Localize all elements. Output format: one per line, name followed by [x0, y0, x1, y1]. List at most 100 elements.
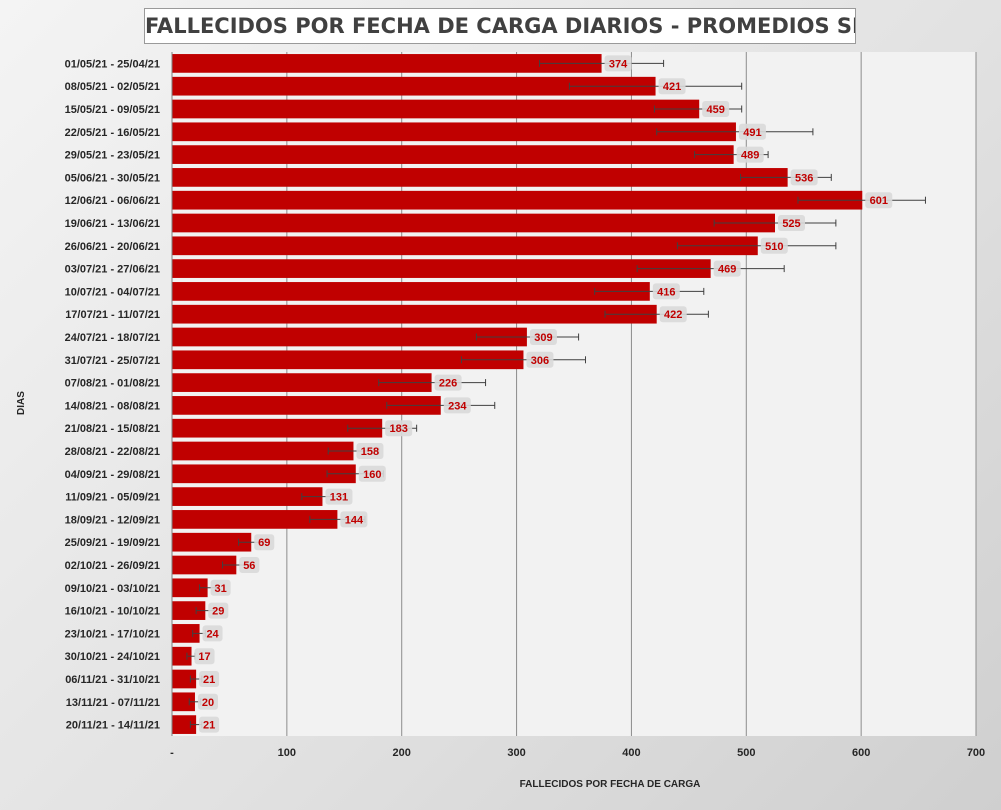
bar — [172, 282, 650, 301]
bar — [172, 510, 338, 529]
data-label: 459 — [707, 104, 725, 116]
category-label: 14/08/21 - 08/08/21 — [65, 400, 160, 412]
data-label: 21 — [203, 674, 215, 686]
category-label: 19/06/21 - 13/06/21 — [65, 218, 160, 230]
data-label: 536 — [795, 172, 813, 184]
bar — [172, 578, 208, 598]
bar — [172, 441, 354, 461]
category-label: 28/08/21 - 22/08/21 — [65, 446, 160, 458]
data-label-bg — [197, 693, 218, 710]
data-label-bg — [702, 101, 730, 117]
bar — [172, 122, 736, 142]
category-label: 24/07/21 - 18/07/21 — [65, 332, 160, 344]
category-label: 02/10/21 - 26/09/21 — [65, 560, 160, 572]
x-tick-label: 300 — [507, 747, 525, 759]
data-label-bg — [604, 55, 632, 72]
bar — [172, 601, 206, 620]
bar — [172, 259, 711, 278]
data-label: 525 — [782, 218, 800, 230]
bar — [172, 669, 197, 689]
data-label: 374 — [609, 58, 628, 70]
data-label-bg — [199, 671, 220, 687]
bar — [172, 213, 775, 233]
data-label: 422 — [664, 309, 682, 321]
category-label: 10/07/21 - 04/07/21 — [65, 286, 160, 298]
gridlines — [286, 52, 977, 736]
category-label: 06/11/21 - 31/10/21 — [65, 674, 160, 686]
category-label: 12/06/21 - 06/06/21 — [65, 195, 160, 207]
chart-title: FALLECIDOS POR FECHA DE CARGA DIARIOS - … — [144, 8, 856, 44]
category-label: 20/11/21 - 14/11/21 — [66, 720, 160, 732]
data-label: 21 — [203, 720, 215, 732]
data-label-bg — [526, 351, 554, 368]
data-label: 416 — [657, 286, 675, 298]
category-label: 05/06/21 - 30/05/21 — [65, 172, 160, 184]
data-label-bg — [385, 420, 413, 437]
data-label-bg — [760, 237, 788, 254]
data-label-bg — [208, 602, 229, 619]
bar — [172, 236, 758, 256]
bar — [172, 646, 192, 666]
x-axis-title: FALLECIDOS POR FECHA DE CARGA — [520, 779, 701, 790]
category-label: 21/08/21 - 15/08/21 — [65, 423, 160, 435]
data-label: 158 — [361, 446, 379, 458]
data-label: 601 — [870, 195, 888, 207]
x-tick-label: 400 — [622, 747, 640, 759]
category-label: 11/09/21 - 05/09/21 — [65, 492, 160, 504]
category-label: 16/10/21 - 10/10/21 — [65, 606, 160, 618]
data-label: 306 — [531, 355, 549, 367]
data-label: 491 — [743, 127, 761, 139]
bar — [172, 190, 863, 210]
data-label-bg — [434, 374, 462, 391]
data-label-bg — [738, 123, 766, 140]
bar — [172, 532, 252, 552]
category-label: 08/05/21 - 02/05/21 — [65, 81, 160, 93]
data-label-bg — [199, 716, 220, 733]
data-label-bg — [529, 329, 557, 345]
x-tick-label: 700 — [967, 747, 985, 759]
data-label-bg — [194, 648, 215, 665]
data-label: 29 — [212, 606, 224, 618]
bar — [172, 715, 197, 734]
data-label-bg — [865, 192, 893, 209]
category-label: 15/05/21 - 09/05/21 — [65, 104, 160, 116]
bar — [172, 76, 656, 96]
data-label: 226 — [439, 378, 457, 390]
data-label: 160 — [363, 469, 381, 481]
category-label: 23/10/21 - 17/10/21 — [65, 628, 160, 640]
bar — [172, 555, 237, 575]
bar — [172, 373, 432, 392]
x-tick-label: 100 — [278, 747, 296, 759]
data-label-bg — [736, 146, 764, 163]
data-label-bg — [713, 260, 741, 277]
bar — [172, 145, 734, 164]
data-label: 24 — [206, 628, 219, 640]
category-label: 30/10/21 - 24/10/21 — [65, 651, 160, 663]
data-label: 183 — [390, 423, 408, 435]
y-axis-title: DIAS — [16, 391, 27, 415]
category-label: 01/05/21 - 25/04/21 — [65, 58, 160, 70]
data-label-bg — [778, 215, 805, 231]
x-tick-label: 600 — [852, 747, 870, 759]
data-label-bg — [790, 169, 818, 186]
x-tick-label: 200 — [393, 747, 411, 759]
category-label: 09/10/21 - 03/10/21 — [65, 583, 160, 595]
data-label-bg — [239, 557, 260, 573]
data-label-bg — [254, 534, 275, 551]
data-label: 510 — [765, 241, 783, 253]
data-label-bg — [202, 625, 223, 642]
category-label: 17/07/21 - 11/07/21 — [65, 309, 160, 321]
x-tick-label: - — [170, 747, 174, 759]
plot-area — [172, 52, 976, 736]
data-label: 20 — [202, 697, 214, 709]
category-labels-group: 01/05/21 - 25/04/21 08/05/21 - 02/05/21 15… — [65, 58, 160, 731]
bar — [172, 624, 200, 643]
category-label: 18/09/21 - 12/09/21 — [65, 514, 160, 526]
bar — [172, 418, 383, 438]
data-label-bg — [652, 283, 680, 300]
data-label-bg — [340, 511, 368, 528]
bar — [172, 54, 602, 73]
bar — [172, 464, 356, 484]
category-label: 04/09/21 - 29/08/21 — [65, 469, 160, 481]
